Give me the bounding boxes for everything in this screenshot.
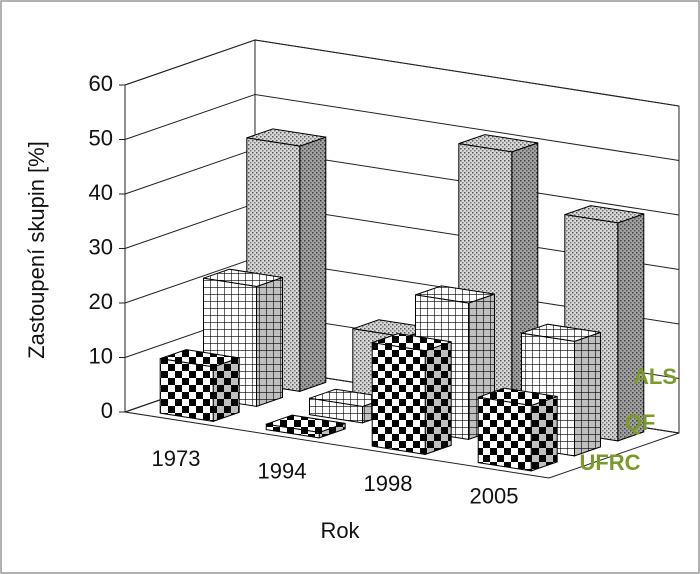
- bar-front: [477, 396, 532, 472]
- series-label: ALS: [633, 364, 677, 389]
- grid-line: [124, 148, 680, 216]
- bar: [477, 387, 558, 472]
- y-axis-title: Zastoupení skupin [%]: [24, 141, 49, 359]
- x-axis-title: Rok: [320, 518, 360, 543]
- x-tick-label: 1973: [152, 446, 201, 471]
- bar-side-shade: [531, 396, 558, 471]
- bar-front: [371, 342, 426, 455]
- bar-front: [159, 358, 214, 422]
- y-tick-label: 10: [89, 343, 113, 368]
- bar-side-shade: [574, 332, 601, 456]
- bar-side-shade: [299, 137, 326, 392]
- bar: [265, 414, 346, 439]
- bar-side-shade: [617, 213, 644, 441]
- series-label: UFRC: [579, 450, 640, 475]
- bar-side-shade: [319, 423, 346, 438]
- bar: [371, 333, 452, 456]
- x-tick-label: 1994: [258, 459, 307, 484]
- y-tick-label: 30: [89, 234, 113, 259]
- y-tick-label: 50: [89, 125, 113, 150]
- y-tick-label: 20: [89, 289, 113, 314]
- bar-side-shade: [213, 357, 240, 422]
- bar: [159, 349, 240, 423]
- bar-side-shade: [425, 341, 452, 455]
- x-tick-label: 2005: [470, 484, 519, 509]
- y-tick-label: 60: [89, 71, 113, 96]
- bar-side-shade: [256, 277, 283, 407]
- y-tick-label: 40: [89, 180, 113, 205]
- grid-line: [124, 39, 680, 107]
- x-tick-label: 1998: [364, 471, 413, 496]
- bar-front: [309, 397, 363, 424]
- series-label: QF: [625, 410, 656, 435]
- grid-line: [124, 93, 680, 161]
- y-tick-label: 0: [101, 398, 113, 423]
- bar-front: [265, 423, 320, 439]
